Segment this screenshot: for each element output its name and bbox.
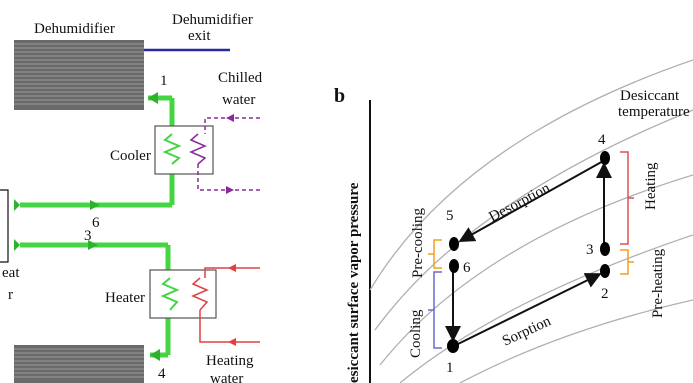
- node-3: 3: [84, 228, 92, 244]
- dehumidifier-top-block: [14, 40, 144, 110]
- chilled-water-lines: [197, 117, 260, 191]
- chilled-in-arrow: [226, 114, 234, 122]
- node-6: 6: [92, 215, 100, 231]
- cooler-purple-coil: [189, 133, 207, 165]
- desiccant-label-2: temperature: [618, 104, 690, 120]
- heating-label-1: Heating: [206, 353, 254, 369]
- cooler-label: Cooler: [110, 148, 151, 164]
- desiccant-label-1: Desiccant: [620, 88, 680, 104]
- exit-label-2: exit: [188, 28, 211, 44]
- y-axis-label: esiccant surface vapor pressure: [346, 182, 362, 383]
- heating-water-lines: [199, 267, 260, 343]
- dehumidifier-bottom-block: [14, 345, 144, 383]
- precooling-label: Pre-cooling: [410, 208, 426, 278]
- dehumidifier-label: Dehumidifier: [34, 21, 115, 37]
- left-cut-bracket: [0, 189, 9, 263]
- cut-label-1: eat: [2, 265, 20, 281]
- heating-in-arrow: [228, 264, 236, 272]
- cut-label-2: r: [8, 287, 13, 303]
- green-arrows: [14, 92, 160, 361]
- cooler-box: [154, 125, 214, 175]
- heating-label-2: water: [210, 371, 243, 383]
- heating-out-arrow: [228, 338, 236, 346]
- exit-label-1: Dehumidifier: [172, 12, 253, 28]
- chilled-label-1: Chilled: [218, 70, 263, 86]
- braces: [428, 151, 634, 349]
- point-5: 5: [446, 208, 454, 224]
- heater-green-coil: [160, 277, 180, 311]
- point-2: 2: [601, 286, 609, 302]
- heating-process-label: Heating: [643, 162, 659, 210]
- point-4: 4: [598, 132, 606, 148]
- cooling-label: Cooling: [408, 309, 424, 358]
- cooler-green-coil: [162, 133, 182, 165]
- desorption-label: Desorption: [486, 180, 553, 226]
- panel-letter: b: [334, 85, 345, 107]
- preheating-label: Pre-heating: [650, 248, 666, 318]
- cycle-points: [447, 151, 610, 353]
- cycle-lines: [445, 159, 612, 345]
- point-6: 6: [463, 260, 471, 276]
- heater-box: [149, 269, 217, 319]
- point-1: 1: [446, 360, 454, 376]
- point-3: 3: [586, 242, 594, 258]
- node-4: 4: [158, 366, 166, 382]
- temperature-curves: [369, 59, 693, 383]
- heater-label: Heater: [105, 290, 145, 306]
- chilled-label-2: water: [222, 92, 255, 108]
- left-schematic: Dehumidifier Dehumidifier exit: [0, 12, 263, 383]
- node-1: 1: [160, 73, 168, 89]
- chilled-out-arrow: [226, 186, 234, 194]
- right-diagram: b esiccant surface vapor pressure Desicc…: [334, 59, 693, 383]
- heater-red-coil: [191, 277, 209, 311]
